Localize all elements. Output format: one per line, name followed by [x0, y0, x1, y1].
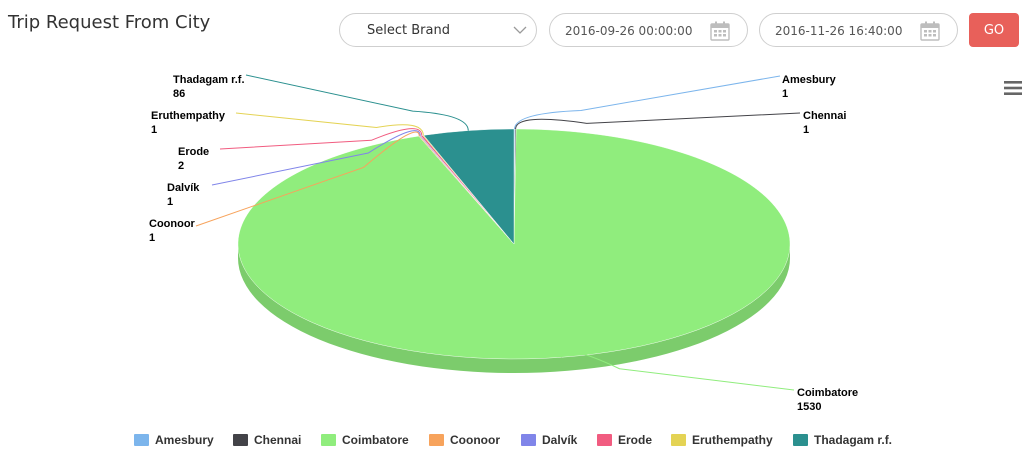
calendar-icon[interactable]: [920, 21, 940, 41]
page-title: Trip Request From City: [8, 12, 211, 33]
data-label-value: 1: [803, 124, 809, 136]
legend-swatch: [233, 434, 248, 446]
data-label-value: 1: [149, 232, 155, 244]
end-date-value: 2016-11-26 16:40:00: [775, 24, 903, 38]
legend-label: Eruthempathy: [692, 433, 773, 447]
data-label-connector-3: [195, 131, 420, 227]
data-label-name: Amesbury: [782, 74, 837, 86]
legend-item-7[interactable]: Thadagam r.f.: [793, 433, 892, 447]
data-label-connector-5: [219, 128, 423, 150]
legend-item-2[interactable]: Coimbatore: [321, 433, 409, 447]
data-label-name: Eruthempathy: [151, 110, 226, 122]
data-label-connector-1: [515, 112, 801, 130]
legend-swatch: [793, 434, 808, 446]
data-label-connector-4: [211, 130, 421, 186]
legend-item-5[interactable]: Erode: [597, 433, 652, 447]
pie-slice-7: [423, 128, 515, 245]
legend-label: Thadagam r.f.: [814, 433, 892, 447]
legend-label: Amesbury: [155, 433, 214, 447]
legend-swatch: [671, 434, 686, 446]
data-label-value: 1530: [797, 401, 821, 413]
data-label-connector-6: [235, 112, 424, 136]
data-label-connector-7: [245, 74, 469, 131]
legend-item-4[interactable]: Dalvík: [521, 433, 578, 447]
legend-swatch: [521, 434, 536, 446]
start-date-value: 2016-09-26 00:00:00: [565, 24, 693, 38]
data-label-connector-0: [514, 75, 781, 130]
brand-select[interactable]: Select Brand: [339, 13, 537, 47]
data-label-connector-2: [560, 350, 795, 391]
legend-label: Coonoor: [450, 433, 500, 447]
data-label-value: 2: [178, 160, 184, 172]
hamburger-menu-icon[interactable]: [1004, 80, 1022, 96]
data-label-value: 1: [167, 196, 173, 208]
data-label-name: Thadagam r.f.: [173, 74, 245, 86]
data-label-name: Dalvík: [167, 182, 200, 194]
legend-item-3[interactable]: Coonoor: [429, 433, 500, 447]
legend-swatch: [134, 434, 149, 446]
legend-item-0[interactable]: Amesbury: [134, 433, 214, 447]
data-label-value: 1: [782, 88, 788, 100]
legend-swatch: [321, 434, 336, 446]
legend-label: Erode: [618, 433, 652, 447]
data-label-name: Chennai: [803, 110, 846, 122]
legend-item-6[interactable]: Eruthempathy: [671, 433, 773, 447]
calendar-icon[interactable]: [710, 21, 730, 41]
data-label-name: Erode: [178, 146, 209, 158]
go-button[interactable]: GO: [969, 13, 1019, 47]
data-label-name: Coonoor: [149, 218, 196, 230]
legend-label: Chennai: [254, 433, 301, 447]
chevron-down-icon: [513, 26, 527, 34]
start-date-field[interactable]: 2016-09-26 00:00:00: [549, 13, 748, 47]
data-label-name: Coimbatore: [797, 387, 858, 399]
legend-item-1[interactable]: Chennai: [233, 433, 301, 447]
data-label-value: 86: [173, 88, 185, 100]
legend-swatch: [597, 434, 612, 446]
legend-swatch: [429, 434, 444, 446]
end-date-field[interactable]: 2016-11-26 16:40:00: [759, 13, 958, 47]
brand-select-value: Select Brand: [367, 23, 450, 38]
legend-label: Dalvík: [542, 433, 578, 447]
legend-label: Coimbatore: [342, 433, 409, 447]
data-label-value: 1: [151, 124, 157, 136]
